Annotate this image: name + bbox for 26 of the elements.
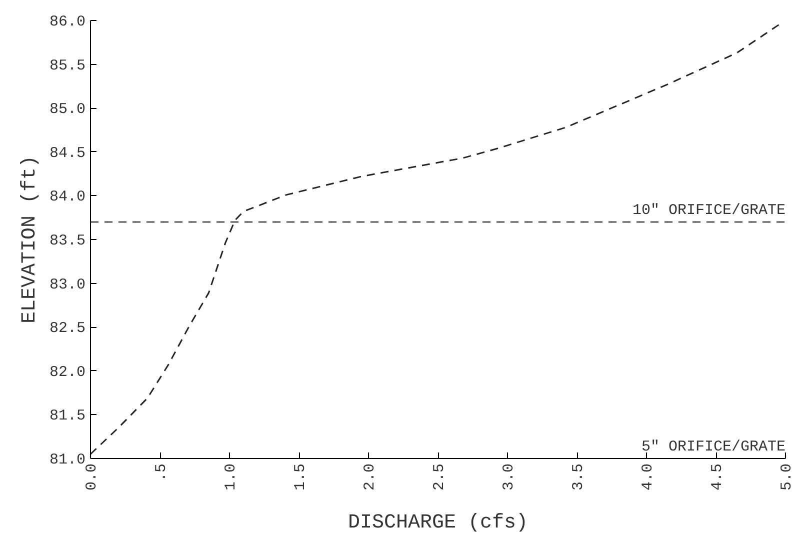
y-tick-label: 86.0 <box>49 14 86 30</box>
x-tick-label: 4.5 <box>709 463 726 491</box>
y-tick-label: 84.0 <box>49 188 86 206</box>
x-tick-label: 1.0 <box>222 463 240 491</box>
y-tick-label: 83.5 <box>49 232 86 250</box>
x-axis-title: DISCHARGE (cfs) <box>348 512 528 535</box>
x-tick-label: 5.0 <box>778 463 796 491</box>
x-tick-label: 3.0 <box>500 463 518 491</box>
y-tick-label: 84.5 <box>49 144 86 162</box>
x-tick-label: .5 <box>153 463 170 482</box>
y-tick-label: 85.5 <box>49 57 86 74</box>
x-tick-label: 2.5 <box>431 463 448 491</box>
x-tick-label: 4.0 <box>640 463 656 491</box>
ref-line-label: 10" ORIFICE/GRATE <box>632 202 786 219</box>
y-tick-label: 82.0 <box>49 364 86 381</box>
y-axis-title: ELEVATION (ft) <box>18 155 42 324</box>
annotation: 5" ORIFICE/GRATE <box>641 438 786 456</box>
x-tick-label: 1.5 <box>292 463 309 491</box>
x-tick-label: 0.0 <box>84 463 100 491</box>
x-tick-label: 2.0 <box>362 463 378 491</box>
y-tick-label: 85.0 <box>49 101 86 118</box>
y-tick-label: 81.0 <box>49 452 86 468</box>
y-tick-label: 81.5 <box>49 408 86 425</box>
y-tick-label: 83.0 <box>49 276 86 294</box>
y-tick-label: 82.5 <box>49 320 86 338</box>
x-tick-label: 3.5 <box>570 463 587 491</box>
